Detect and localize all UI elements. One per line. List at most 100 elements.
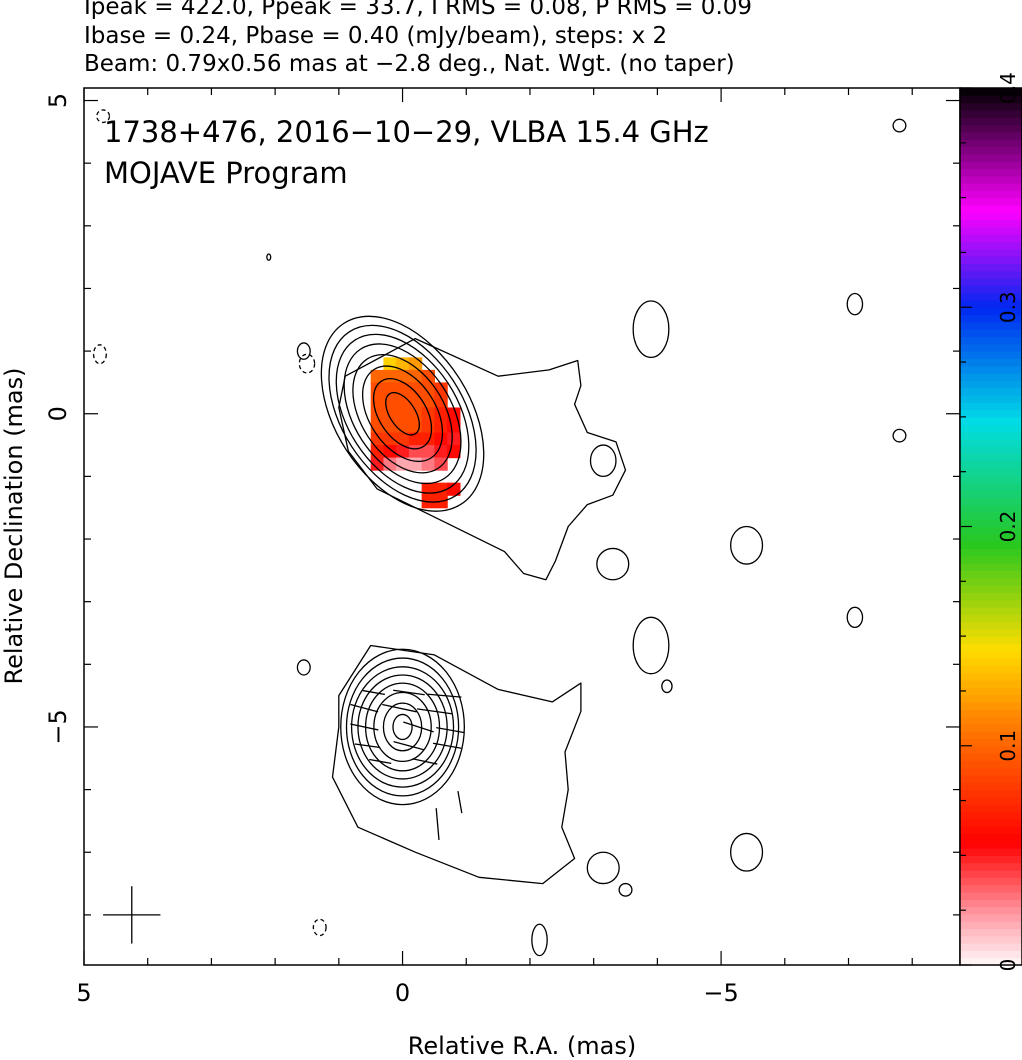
colorbar-swatch bbox=[960, 402, 1022, 411]
pol-pixel bbox=[434, 457, 448, 471]
pol-pixel bbox=[370, 445, 385, 459]
colorbar-swatch bbox=[960, 563, 1022, 571]
colorbar-swatch bbox=[960, 117, 1022, 126]
colorbar-swatch bbox=[960, 146, 1022, 155]
plot-frame bbox=[83, 87, 961, 966]
colorbar-swatch bbox=[960, 709, 1022, 718]
colorbar-swatch bbox=[960, 643, 1022, 652]
colorbar-swatch bbox=[960, 351, 1022, 360]
pol-pixel bbox=[408, 407, 423, 421]
colorbar-swatch bbox=[960, 957, 1022, 966]
colorbar-swatch bbox=[960, 416, 1022, 425]
pol-pixel bbox=[421, 420, 435, 434]
pol-pixel bbox=[396, 407, 410, 421]
y-tick-label: 0 bbox=[44, 406, 72, 421]
contours bbox=[92, 109, 907, 957]
colorbar-swatch bbox=[960, 738, 1022, 747]
colorbar-swatch bbox=[960, 548, 1022, 557]
colorbar-swatch bbox=[960, 263, 1022, 272]
colorbar-swatch bbox=[960, 387, 1022, 396]
colorbar-swatch bbox=[960, 935, 1022, 944]
evpa-vector bbox=[369, 758, 392, 764]
colorbar-swatch bbox=[960, 373, 1022, 381]
stokes-i-contour-island bbox=[298, 353, 316, 374]
colorbar-swatch bbox=[960, 453, 1022, 462]
colorbar-swatch bbox=[960, 906, 1022, 915]
evpa-vector bbox=[436, 726, 465, 734]
evpa-vector bbox=[354, 743, 381, 749]
colorbar-swatch bbox=[960, 862, 1022, 871]
colorbar-swatch bbox=[960, 102, 1022, 111]
colorbar-swatch bbox=[960, 921, 1022, 930]
colorbar-swatch bbox=[960, 468, 1022, 476]
colorbar-swatch bbox=[960, 899, 1022, 908]
pol-jet-contour bbox=[331, 644, 582, 885]
evpa-vector bbox=[362, 689, 385, 696]
colorbar-swatch bbox=[960, 511, 1022, 520]
stokes-i-contour-island bbox=[632, 300, 670, 359]
x-tick-label: 0 bbox=[395, 979, 410, 1007]
colorbar-swatch bbox=[960, 884, 1022, 893]
colorbar-swatch bbox=[960, 424, 1022, 433]
x-tick-label: −5 bbox=[703, 979, 738, 1007]
pol-contour-level bbox=[392, 713, 413, 741]
pol-pixel bbox=[434, 420, 448, 434]
pol-pixel bbox=[370, 394, 385, 409]
colorbar-swatch bbox=[960, 489, 1022, 498]
evpa-vector bbox=[393, 689, 425, 696]
colorbar-tick-label: 0.1 bbox=[996, 730, 1020, 762]
pol-pixel bbox=[383, 432, 397, 446]
colorbar-swatch bbox=[960, 292, 1022, 301]
stokes-i-contour-level bbox=[335, 333, 470, 494]
colorbar-swatch bbox=[960, 168, 1022, 177]
pol-pixel bbox=[370, 369, 385, 384]
pol-pixel bbox=[408, 432, 423, 446]
pol-pixel bbox=[421, 382, 435, 396]
colorbar-swatch bbox=[960, 95, 1022, 104]
pol-contour-level bbox=[373, 691, 432, 763]
evpa-vector bbox=[432, 742, 462, 749]
colorbar-swatch bbox=[960, 526, 1022, 535]
axis-ticks: 5 0 −5 5 0 −5 bbox=[44, 88, 960, 1007]
colorbar-swatch bbox=[960, 219, 1022, 228]
colorbar-swatch bbox=[960, 460, 1022, 469]
evpa-vector bbox=[350, 723, 379, 731]
colorbar-swatch bbox=[960, 270, 1022, 279]
colorbar-swatch bbox=[960, 658, 1022, 666]
colorbar-swatch bbox=[960, 329, 1022, 338]
y-axis-label: Relative Declination (mas) bbox=[0, 367, 28, 684]
pol-pixel bbox=[447, 432, 461, 446]
pol-pixel bbox=[421, 369, 435, 384]
colorbar-swatch bbox=[960, 88, 1022, 96]
stokes-i-contour-island bbox=[92, 344, 107, 365]
header-beam-info: Beam: 0.79x0.56 mas at −2.8 deg., Nat. W… bbox=[84, 51, 735, 77]
colorbar-swatch bbox=[960, 321, 1022, 330]
colorbar-swatch bbox=[960, 285, 1022, 294]
evpa-vector bbox=[457, 791, 463, 814]
stokes-i-contour-island bbox=[846, 606, 864, 629]
colorbar-swatch bbox=[960, 197, 1022, 206]
y-tick-label: 5 bbox=[44, 93, 72, 108]
x-tick-label: 5 bbox=[76, 979, 91, 1007]
colorbar-swatch bbox=[960, 314, 1022, 323]
colorbar-swatch bbox=[960, 599, 1022, 608]
stokes-i-jet-contour bbox=[338, 337, 627, 581]
colorbar-swatch bbox=[960, 848, 1022, 856]
pol-contour-island bbox=[531, 923, 548, 957]
pol-contour-island bbox=[729, 832, 764, 872]
colorbar-swatch bbox=[960, 782, 1022, 791]
chart-title: 1738+476, 2016−10−29, VLBA 15.4 GHz bbox=[104, 115, 709, 149]
colorbar-swatch bbox=[960, 943, 1022, 951]
colorbar-swatch bbox=[960, 234, 1022, 243]
colorbar-swatch bbox=[960, 248, 1022, 257]
colorbar-swatch bbox=[960, 731, 1022, 740]
stokes-i-contour-island bbox=[729, 525, 764, 565]
pol-contour-island bbox=[312, 918, 327, 937]
colorbar-swatch bbox=[960, 183, 1022, 191]
colorbar-tick-label: 0.3 bbox=[996, 291, 1020, 323]
pol-pixel bbox=[408, 457, 423, 471]
pol-pixel bbox=[434, 432, 448, 446]
colorbar-swatch bbox=[960, 826, 1022, 835]
colorbar-swatch bbox=[960, 446, 1022, 455]
colorbar-swatch bbox=[960, 307, 1022, 316]
